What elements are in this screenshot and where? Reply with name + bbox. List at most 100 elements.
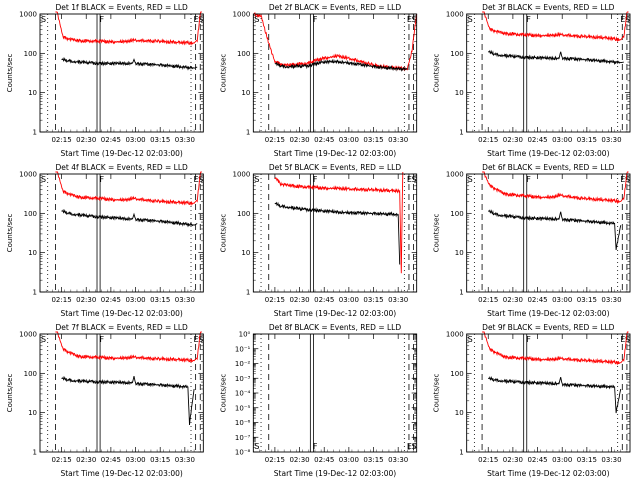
y-tick-label: 1 <box>246 129 250 137</box>
chart-title: Det 9f BLACK = Events, RED = LLD <box>482 323 615 332</box>
y-tick-label: 1 <box>33 289 37 297</box>
y-tick-label: 10 <box>28 249 37 257</box>
y-tick-label: 100 <box>237 210 250 218</box>
chart-panel-7: Det 7f BLACK = Events, RED = LLD Counts/s… <box>6 323 204 478</box>
x-tick-label: 03:00 <box>339 296 359 304</box>
lld-series-line <box>55 331 202 364</box>
chart-panel-8: Det 8f BLACK = Events, RED = LLD Counts/s… <box>219 323 418 478</box>
events-series-line <box>274 58 408 72</box>
x-tick-label: 02:45 <box>527 136 547 144</box>
x-tick-label: 02:30 <box>503 456 523 464</box>
marker-letter: S <box>41 175 46 184</box>
x-axis-label: Start Time (19-Dec-12 02:03:00) <box>274 309 396 318</box>
x-tick-label: 03:30 <box>601 456 621 464</box>
lld-series-line <box>55 171 202 207</box>
marker-letter: F <box>100 335 105 344</box>
x-tick-label: 03:15 <box>577 456 597 464</box>
chart-title: Det 2f BLACK = Events, RED = LLD <box>269 3 402 12</box>
y-tick-label: 1 <box>246 289 250 297</box>
y-axis-label: Counts/sec <box>433 54 441 93</box>
x-tick-label: 02:45 <box>527 456 547 464</box>
y-tick-label: 10⁻² <box>235 360 251 368</box>
x-tick-label: 02:30 <box>76 296 96 304</box>
marker-letter: S <box>468 15 473 24</box>
y-tick-label: 1 <box>33 129 37 137</box>
marker-letter: S <box>198 335 203 344</box>
chart-panel-9: Det 9f BLACK = Events, RED = LLD Counts/s… <box>433 323 631 478</box>
y-tick-label: 10 <box>241 249 250 257</box>
lld-series-line <box>274 171 404 274</box>
x-axis-label: Start Time (19-Dec-12 02:03:00) <box>274 469 396 478</box>
marker-letter: E <box>194 175 199 184</box>
lld-series-line <box>482 11 629 43</box>
y-tick-label: 1000 <box>19 171 37 179</box>
x-tick-label: 03:15 <box>577 136 597 144</box>
x-tick-label: 03:30 <box>388 296 408 304</box>
marker-letter: S <box>41 15 46 24</box>
x-tick-label: 03:00 <box>125 136 145 144</box>
plot-frame <box>466 13 631 133</box>
x-axis-label: Start Time (19-Dec-12 02:03:00) <box>487 149 609 158</box>
x-tick-label: 02:45 <box>101 296 121 304</box>
x-axis-label: Start Time (19-Dec-12 02:03:00) <box>274 149 396 158</box>
y-tick-label: 100 <box>450 370 463 378</box>
plot-frame <box>39 333 204 453</box>
x-tick-label: 02:45 <box>101 456 121 464</box>
marker-letter: F <box>313 175 318 184</box>
plot-frame <box>39 13 204 133</box>
y-tick-label: 10⁻⁵ <box>235 404 251 412</box>
x-tick-label: 02:30 <box>503 296 523 304</box>
marker-letter: S <box>254 442 259 451</box>
marker-letter: E <box>620 15 625 24</box>
x-tick-label: 02:30 <box>289 456 309 464</box>
marker-letter: E <box>620 335 625 344</box>
marker-letter: E <box>407 15 412 24</box>
y-tick-label: 10⁻⁸ <box>235 449 251 457</box>
x-tick-label: 02:30 <box>503 136 523 144</box>
x-tick-label: 02:30 <box>76 136 96 144</box>
chart-panel-6: Det 6f BLACK = Events, RED = LLD Counts/s… <box>433 163 631 318</box>
plot-frame <box>466 173 631 293</box>
marker-letter: E <box>407 175 412 184</box>
marker-letter: S <box>468 335 473 344</box>
x-tick-label: 03:00 <box>552 296 572 304</box>
x-tick-label: 03:00 <box>552 456 572 464</box>
x-tick-label: 02:45 <box>314 136 334 144</box>
x-axis-label: Start Time (19-Dec-12 02:03:00) <box>487 309 609 318</box>
events-series-line <box>274 201 401 265</box>
y-tick-label: 100 <box>450 210 463 218</box>
y-tick-label: 10 <box>28 409 37 417</box>
marker-letter: S <box>41 335 46 344</box>
x-tick-label: 03:00 <box>125 456 145 464</box>
x-tick-label: 03:00 <box>552 136 572 144</box>
x-tick-label: 03:00 <box>125 296 145 304</box>
y-tick-label: 1000 <box>446 171 464 179</box>
marker-letter: F <box>100 175 105 184</box>
y-tick-label: 10⁻⁶ <box>235 419 251 427</box>
chart-title: Det 7f BLACK = Events, RED = LLD <box>56 323 189 332</box>
marker-letter: S <box>412 175 417 184</box>
marker-letter: S <box>254 15 259 24</box>
x-tick-label: 03:15 <box>150 296 170 304</box>
chart-panel-1: Det 1f BLACK = Events, RED = LLD Counts/s… <box>6 3 204 158</box>
x-tick-label: 02:15 <box>265 296 285 304</box>
x-tick-label: 03:15 <box>150 136 170 144</box>
x-tick-label: 02:30 <box>289 136 309 144</box>
marker-letter: S <box>468 175 473 184</box>
y-tick-label: 10 <box>241 89 250 97</box>
y-tick-label: 100 <box>24 210 37 218</box>
chart-panel-3: Det 3f BLACK = Events, RED = LLD Counts/s… <box>433 3 631 158</box>
plot-frame <box>252 333 418 453</box>
x-axis-label: Start Time (19-Dec-12 02:03:00) <box>487 469 609 478</box>
chart-panel-4: Det 4f BLACK = Events, RED = LLD Counts/s… <box>6 163 204 318</box>
y-tick-label: 1 <box>33 449 37 457</box>
x-tick-label: 02:15 <box>265 456 285 464</box>
y-tick-label: 1 <box>459 289 463 297</box>
y-tick-label: 1000 <box>233 171 251 179</box>
x-tick-label: 02:15 <box>265 136 285 144</box>
x-tick-label: 03:30 <box>601 136 621 144</box>
x-tick-label: 03:15 <box>577 296 597 304</box>
chart-title: Det 3f BLACK = Events, RED = LLD <box>482 3 615 12</box>
x-tick-label: 02:15 <box>51 296 71 304</box>
